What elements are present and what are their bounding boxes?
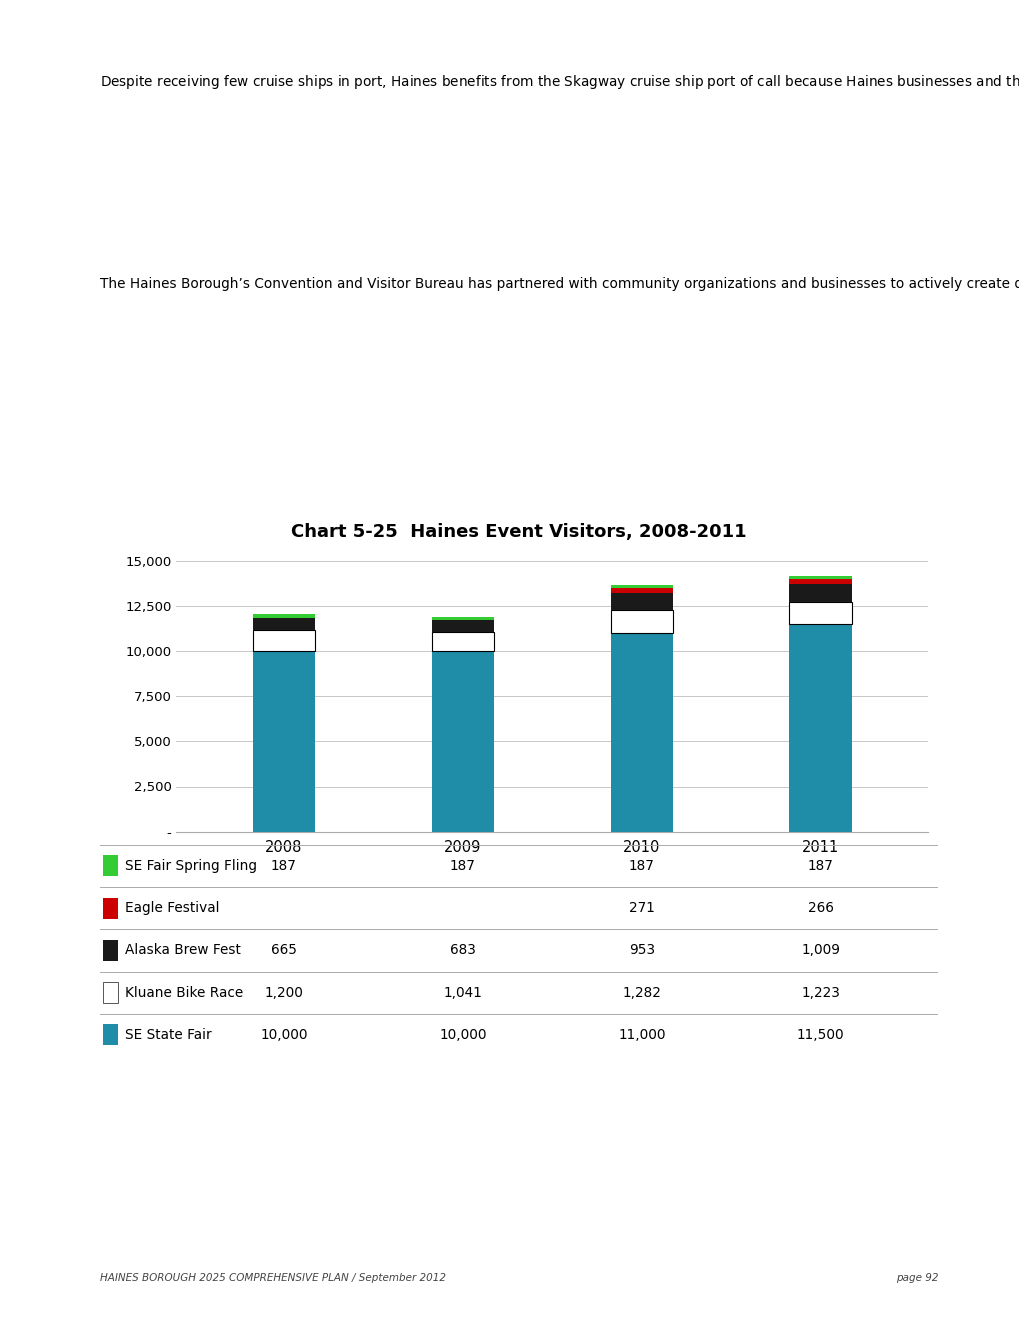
Text: Chart 5-25  Haines Event Visitors, 2008-2011: Chart 5-25 Haines Event Visitors, 2008-2… [291, 523, 746, 541]
Text: SE Fair Spring Fling: SE Fair Spring Fling [125, 859, 257, 873]
Bar [431, 632, 493, 651]
Bar [253, 630, 315, 651]
Text: 187: 187 [271, 859, 297, 873]
Text: 665: 665 [271, 944, 297, 957]
Bar [103, 1024, 118, 1045]
Text: HAINES BOROUGH 2025 COMPREHENSIVE PLAN / September 2012: HAINES BOROUGH 2025 COMPREHENSIVE PLAN /… [100, 1272, 445, 1283]
Bar [431, 616, 493, 620]
Bar [610, 593, 673, 610]
Bar [610, 634, 673, 832]
Text: SE State Fair: SE State Fair [125, 1028, 212, 1041]
Bar [610, 587, 673, 593]
Text: 1,200: 1,200 [264, 986, 303, 999]
Text: 187: 187 [807, 859, 833, 873]
Bar [431, 620, 493, 632]
Bar [103, 898, 118, 919]
Bar [103, 940, 118, 961]
Text: 1,223: 1,223 [801, 986, 840, 999]
Text: 953: 953 [628, 944, 654, 957]
Bar [789, 624, 851, 832]
Text: 11,000: 11,000 [618, 1028, 665, 1041]
Bar [610, 610, 673, 634]
Bar [610, 585, 673, 587]
Bar [253, 651, 315, 832]
Bar [789, 576, 851, 579]
Text: 266: 266 [807, 902, 833, 915]
Text: Alaska Brew Fest: Alaska Brew Fest [125, 944, 240, 957]
Bar [789, 579, 851, 583]
Bar [253, 618, 315, 630]
Text: page 92: page 92 [895, 1272, 937, 1283]
Text: Despite receiving few cruise ships in port, Haines benefits from the Skagway cru: Despite receiving few cruise ships in po… [100, 73, 1019, 91]
Bar [431, 651, 493, 832]
Bar [103, 982, 118, 1003]
Text: 187: 187 [629, 859, 654, 873]
Text: 271: 271 [629, 902, 654, 915]
Bar [789, 602, 851, 624]
Text: 187: 187 [449, 859, 475, 873]
Text: 1,041: 1,041 [443, 986, 482, 999]
Bar [103, 855, 118, 876]
Text: 10,000: 10,000 [438, 1028, 486, 1041]
Text: 683: 683 [449, 944, 475, 957]
Text: 1,282: 1,282 [622, 986, 660, 999]
Text: The Haines Borough’s Convention and Visitor Bureau has partnered with community : The Haines Borough’s Convention and Visi… [100, 277, 1019, 292]
Text: Kluane Bike Race: Kluane Bike Race [125, 986, 244, 999]
Text: 10,000: 10,000 [260, 1028, 308, 1041]
Text: Eagle Festival: Eagle Festival [125, 902, 219, 915]
Text: 1,009: 1,009 [801, 944, 840, 957]
Bar [253, 614, 315, 618]
Bar [789, 583, 851, 602]
Text: 11,500: 11,500 [796, 1028, 844, 1041]
